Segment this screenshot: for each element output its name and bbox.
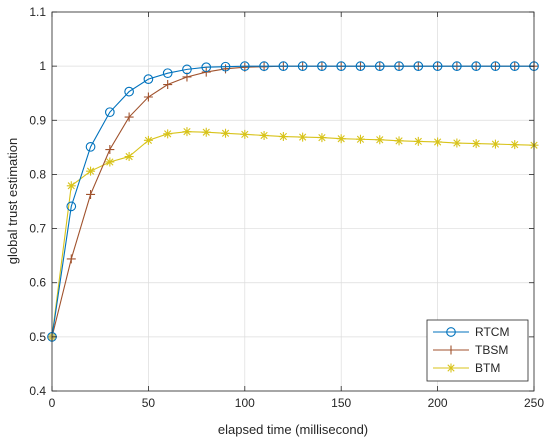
- data-point-btm: [221, 128, 231, 138]
- data-point-btm: [278, 132, 288, 142]
- y-tick-label: 0.9: [29, 113, 46, 127]
- data-point-btm: [163, 129, 173, 139]
- data-point-rtcm: [394, 61, 404, 71]
- data-point-rtcm: [374, 61, 385, 71]
- data-point-rtcm: [104, 107, 115, 118]
- data-point-btm: [471, 139, 481, 149]
- x-tick-label: 200: [428, 396, 448, 410]
- legend-item-tbsm: TBSM: [433, 343, 508, 357]
- data-point-tbsm: [66, 254, 76, 264]
- y-tick-label: 0.5: [29, 330, 46, 344]
- data-point-tbsm: [143, 92, 153, 102]
- data-point-tbsm: [124, 112, 134, 122]
- data-point-tbsm: [163, 80, 173, 90]
- data-point-rtcm: [413, 61, 424, 71]
- axis-ticks: 0 50 100 150 200 250 0.4 0.5 0.6 0.7 0.8 0.9 1 1.1: [29, 5, 544, 410]
- data-point-btm: [490, 139, 500, 149]
- legend: RTCM TBSM BTM: [426, 319, 529, 382]
- data-point-rtcm: [355, 61, 366, 71]
- x-axis-label: elapsed time (millisecond): [218, 422, 368, 437]
- data-point-rtcm: [490, 61, 501, 71]
- data-point-btm: [66, 181, 76, 191]
- y-tick-label: 0.8: [29, 167, 46, 181]
- y-axis-label: global trust estimation: [5, 138, 20, 264]
- legend-item-btm: BTM: [433, 361, 500, 375]
- data-point-tbsm: [105, 145, 115, 155]
- data-point-btm: [355, 134, 365, 144]
- y-tick-label: 0.6: [29, 276, 46, 290]
- legend-marker-btm: [446, 363, 456, 373]
- data-point-rtcm: [432, 61, 443, 71]
- data-point-rtcm: [259, 61, 269, 71]
- data-point-btm: [182, 127, 192, 137]
- x-tick-label: 150: [331, 396, 351, 410]
- y-tick-label: 1: [39, 59, 46, 73]
- data-point-rtcm: [124, 86, 134, 97]
- x-tick-label: 50: [142, 396, 156, 410]
- data-point-btm: [433, 137, 443, 147]
- y-tick-label: 0.7: [29, 222, 46, 236]
- data-point-rtcm: [143, 74, 154, 84]
- data-point-rtcm: [278, 61, 289, 71]
- data-point-rtcm: [66, 201, 77, 212]
- data-point-tbsm: [86, 189, 96, 199]
- series-btm: [47, 127, 539, 342]
- series-layer: [47, 61, 539, 342]
- legend-label-rtcm: RTCM: [475, 325, 509, 339]
- x-tick-label: 250: [524, 396, 544, 410]
- data-point-btm: [124, 152, 134, 162]
- data-point-btm: [413, 136, 423, 146]
- data-point-rtcm: [317, 61, 327, 71]
- legend-marker-rtcm: [446, 327, 456, 337]
- plot-frame: [51, 11, 535, 392]
- data-point-rtcm: [509, 61, 520, 71]
- y-tick-label: 1.1: [29, 5, 46, 19]
- data-point-rtcm: [452, 61, 462, 71]
- data-point-btm: [240, 129, 250, 139]
- data-point-rtcm: [201, 62, 212, 73]
- data-point-rtcm: [85, 141, 96, 152]
- data-point-rtcm: [162, 68, 173, 79]
- legend-label-btm: BTM: [475, 361, 500, 375]
- data-point-rtcm: [471, 61, 482, 71]
- legend-label-tbsm: TBSM: [475, 343, 508, 357]
- data-point-rtcm: [220, 61, 231, 72]
- legend-marker-tbsm: [446, 345, 456, 355]
- legend-item-rtcm: RTCM: [433, 325, 509, 339]
- data-point-btm: [317, 133, 327, 143]
- data-point-btm: [336, 134, 346, 144]
- data-point-btm: [86, 166, 96, 176]
- data-point-tbsm: [201, 67, 211, 77]
- series-line-rtcm: [51, 65, 534, 337]
- data-point-btm: [105, 157, 115, 167]
- data-point-btm: [298, 132, 308, 142]
- y-tick-label: 0.4: [29, 384, 46, 398]
- data-point-rtcm: [297, 61, 308, 71]
- data-point-rtcm: [182, 64, 192, 75]
- data-point-btm: [394, 136, 404, 146]
- data-point-btm: [452, 138, 462, 148]
- data-point-btm: [375, 135, 385, 145]
- data-point-btm: [143, 135, 153, 145]
- x-tick-label: 100: [235, 396, 255, 410]
- x-tick-label: 0: [49, 396, 56, 410]
- data-point-btm: [510, 140, 520, 150]
- data-point-rtcm: [336, 61, 347, 71]
- data-point-btm: [259, 130, 269, 140]
- data-point-tbsm: [221, 64, 231, 74]
- data-point-rtcm: [239, 61, 250, 71]
- data-point-btm: [201, 127, 211, 137]
